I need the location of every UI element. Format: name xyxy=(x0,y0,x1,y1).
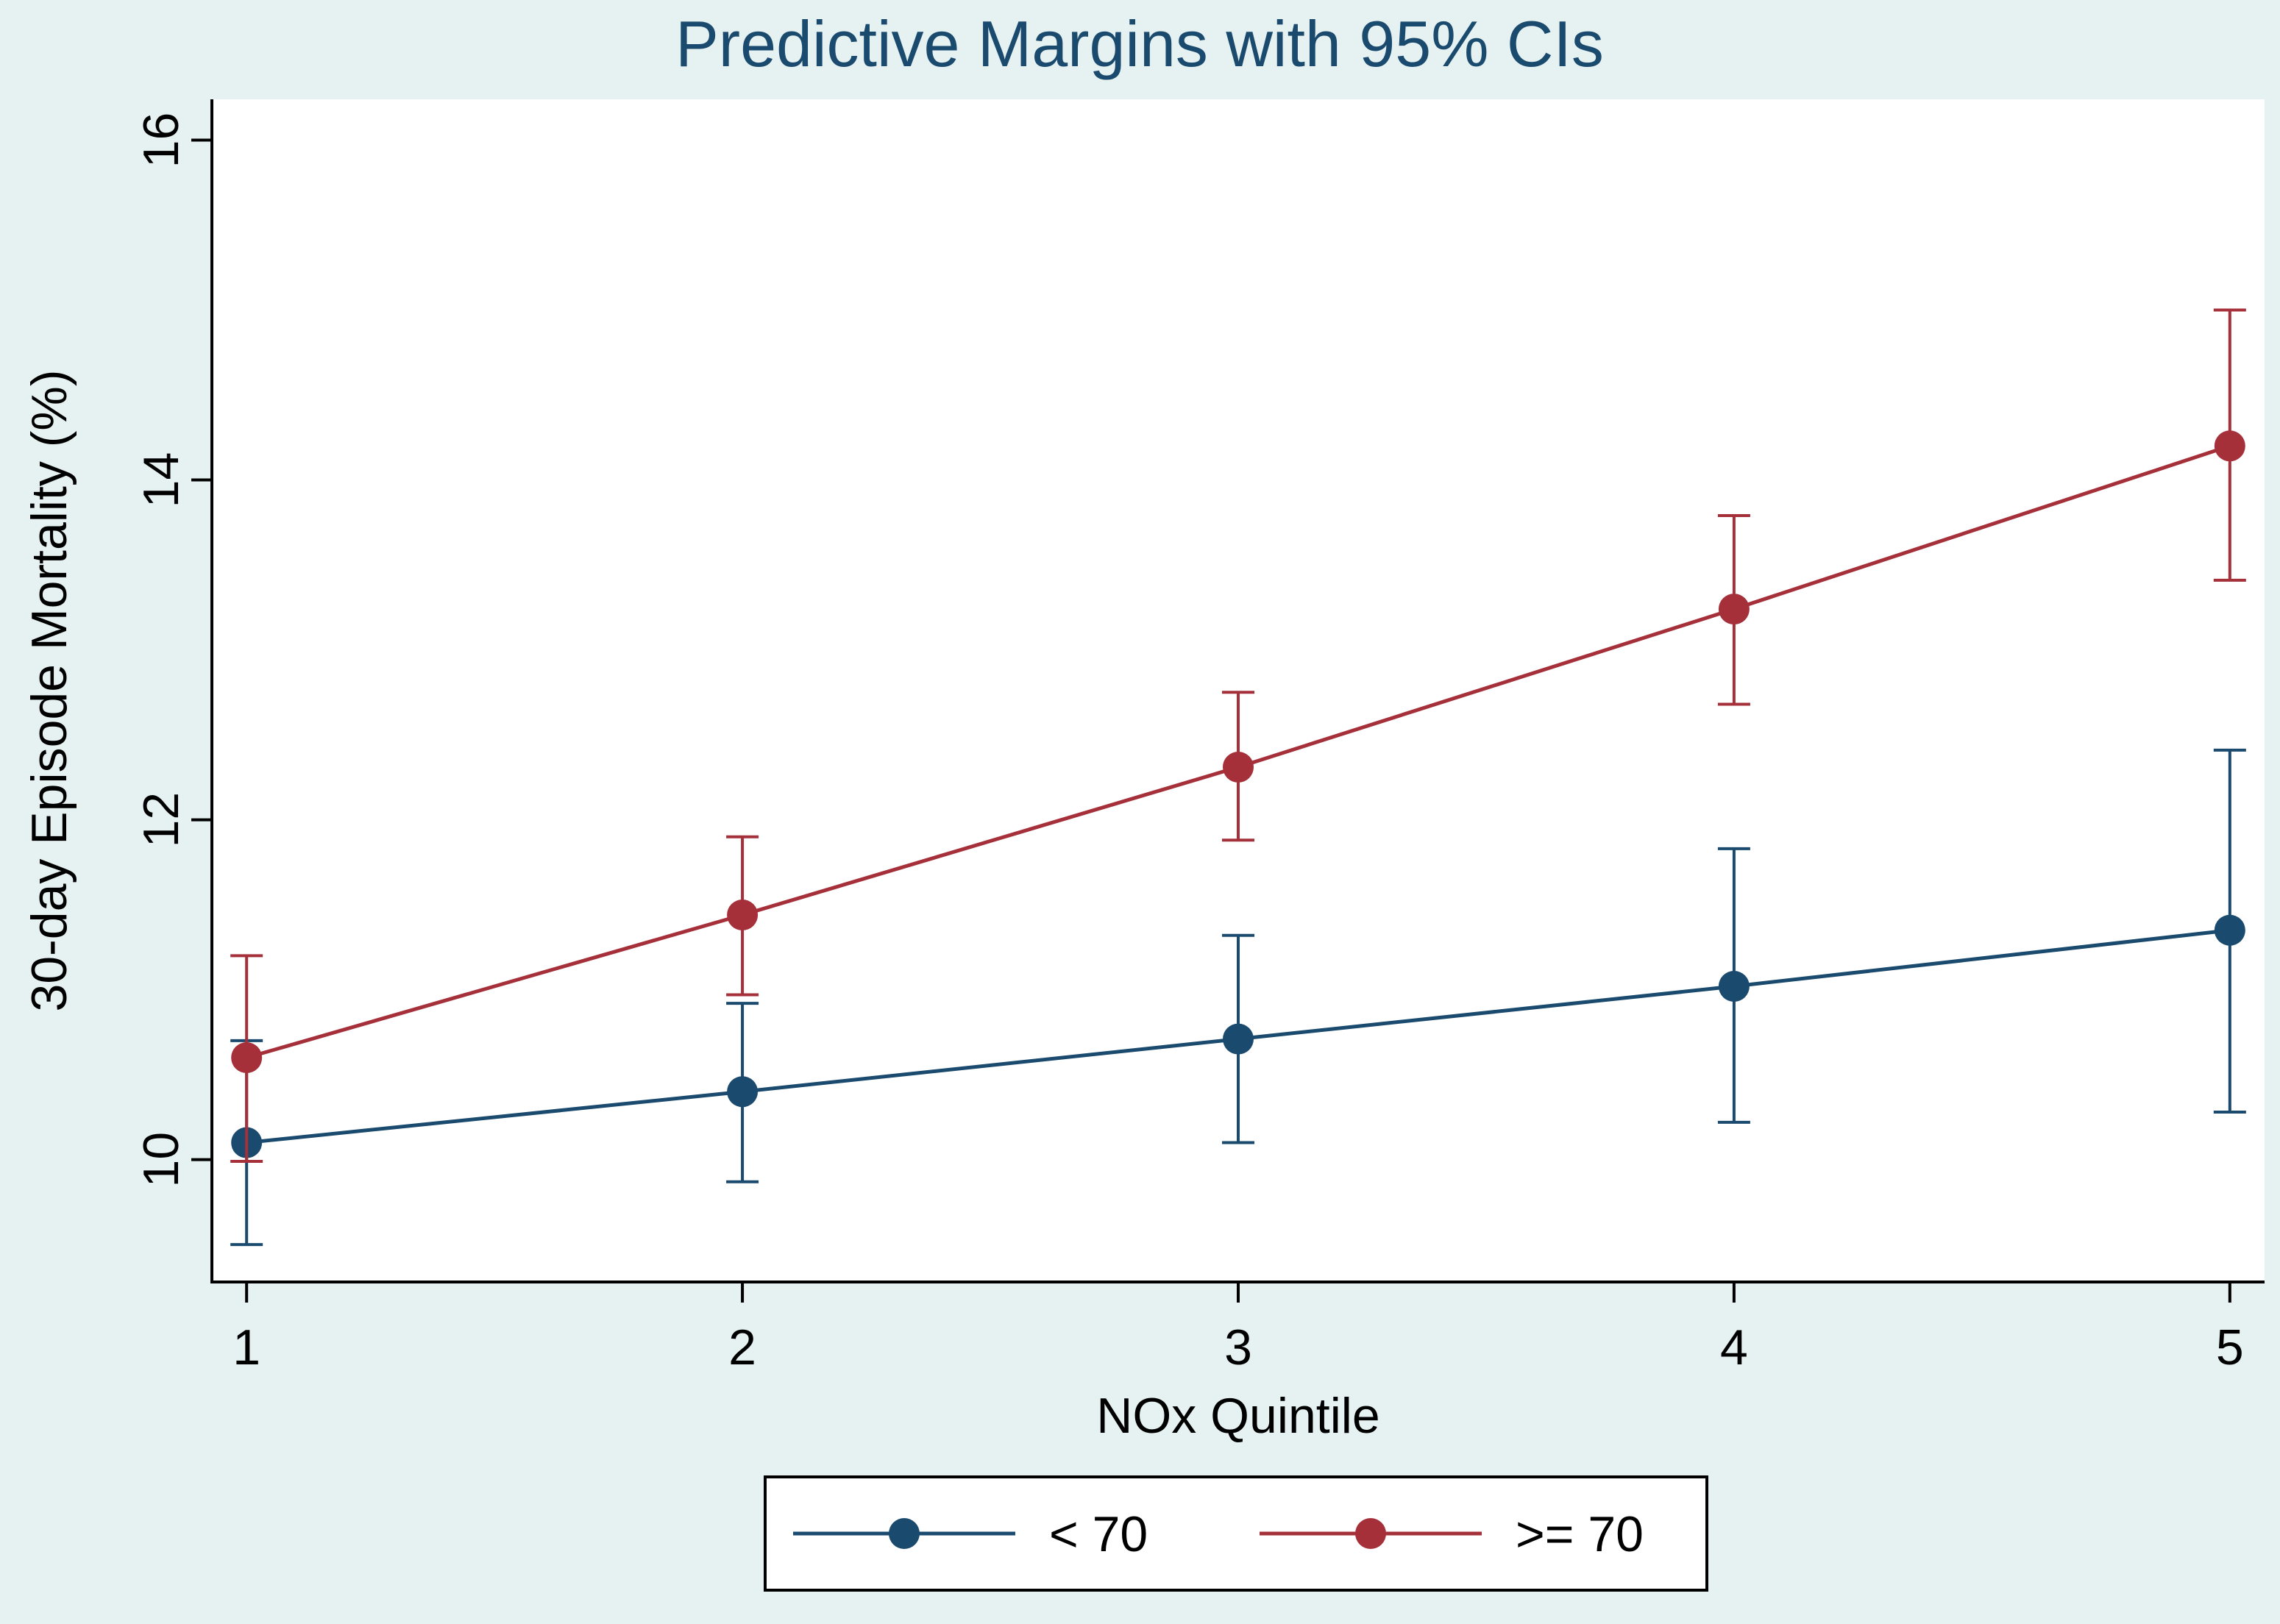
chart-title: Predictive Margins with 95% CIs xyxy=(675,7,1604,80)
y-tick-label: 12 xyxy=(133,792,189,848)
data-point xyxy=(727,1076,759,1108)
legend-label: < 70 xyxy=(1049,1506,1148,1562)
data-point xyxy=(2214,430,2245,462)
x-tick-label: 4 xyxy=(1720,1320,1748,1375)
x-tick-label: 2 xyxy=(728,1320,756,1375)
legend-label: >= 70 xyxy=(1516,1506,1644,1562)
y-tick-label: 16 xyxy=(133,113,189,168)
x-axis-label: NOx Quintile xyxy=(1096,1388,1379,1444)
x-tick-label: 5 xyxy=(2216,1320,2244,1375)
y-axis-label: 30-day Episode Mortality (%) xyxy=(21,369,77,1011)
series-2 xyxy=(230,308,2246,1163)
legend: < 70 >= 70 xyxy=(764,1475,1708,1592)
legend-marker xyxy=(889,1518,920,1549)
data-point xyxy=(2214,914,2245,946)
data-point xyxy=(1718,971,1750,1002)
data-point xyxy=(727,899,759,930)
series-layer xyxy=(230,308,2246,1247)
data-point xyxy=(1223,1023,1254,1055)
x-tick-label: 3 xyxy=(1224,1320,1252,1375)
legend-marker xyxy=(1355,1518,1386,1549)
legend-item: < 70 xyxy=(793,1506,1148,1562)
y-tick-label: 14 xyxy=(133,452,189,508)
data-point xyxy=(1718,594,1750,625)
legend-item: >= 70 xyxy=(1260,1506,1644,1562)
data-point xyxy=(1223,751,1254,783)
y-tick-label: 10 xyxy=(133,1132,189,1188)
data-point xyxy=(231,1042,263,1074)
x-tick-label: 1 xyxy=(232,1320,260,1375)
